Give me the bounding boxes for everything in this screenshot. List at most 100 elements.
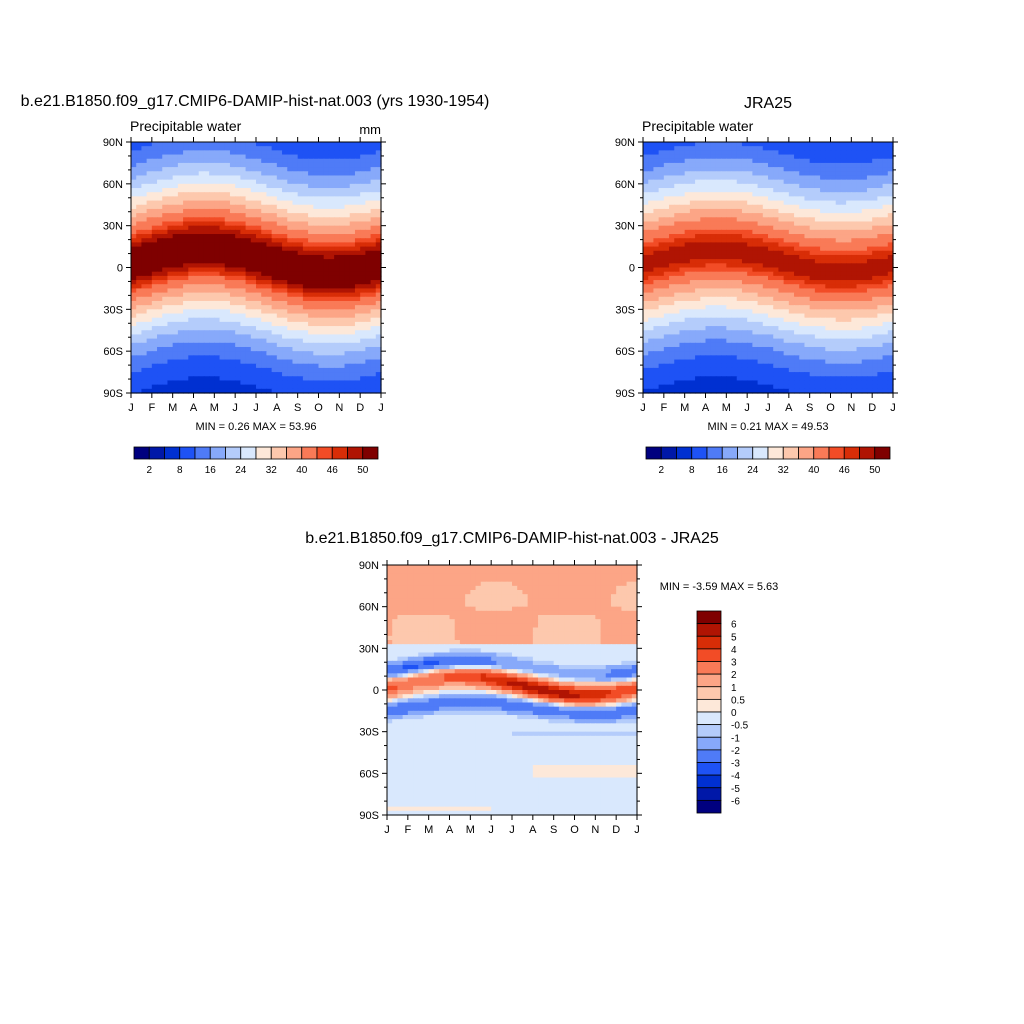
heatmap-cell: [768, 208, 774, 214]
heatmap-cell: [669, 179, 675, 185]
heatmap-cell: [266, 217, 273, 223]
heatmap-cell: [887, 296, 894, 302]
heatmap-cell: [214, 158, 221, 164]
heatmap-cell: [375, 351, 382, 356]
heatmap-cell: [224, 367, 231, 373]
heatmap-cell: [349, 271, 356, 277]
heatmap-cell: [794, 150, 800, 156]
heatmap-cell: [287, 296, 294, 302]
heatmap-cell: [276, 188, 283, 193]
heatmap-cell: [229, 192, 236, 197]
heatmap-cell: [292, 200, 299, 206]
heatmap-cell: [172, 213, 179, 218]
heatmap-cell: [287, 359, 294, 365]
heatmap-cell: [229, 242, 236, 248]
heatmap-cell: [308, 167, 314, 172]
heatmap-cell: [167, 196, 174, 202]
heatmap-cell: [877, 259, 884, 264]
heatmap-cell: [198, 254, 205, 260]
heatmap-cell: [313, 380, 320, 386]
heatmap-cell: [809, 179, 816, 185]
heatmap-cell: [256, 338, 262, 344]
heatmap-cell: [297, 154, 304, 160]
heatmap-cell: [261, 146, 268, 151]
heatmap-cell: [302, 225, 309, 231]
heatmap-cell: [328, 200, 335, 206]
heatmap-cell: [375, 192, 382, 197]
heatmap-cell: [695, 234, 701, 239]
heatmap-cell: [177, 271, 184, 277]
heatmap-cell: [726, 158, 733, 164]
heatmap-cell: [146, 250, 153, 256]
heatmap-cell: [328, 167, 335, 172]
heatmap-cell: [643, 300, 649, 306]
heatmap-cell: [177, 280, 184, 285]
heatmap-cell: [726, 259, 733, 264]
heatmap-cell: [203, 200, 210, 206]
heatmap-cell: [313, 158, 320, 164]
heatmap-cell: [757, 267, 764, 273]
heatmap-cell: [365, 309, 372, 315]
heatmap-cell: [318, 292, 325, 298]
heatmap-cell: [261, 162, 268, 168]
heatmap-cell: [799, 204, 806, 210]
heatmap-cell: [710, 300, 717, 306]
heatmap-cell: [183, 179, 189, 185]
heatmap-cell: [778, 196, 785, 202]
heatmap-cell: [282, 296, 288, 302]
heatmap-cell: [375, 225, 382, 231]
heatmap-cell: [240, 300, 247, 306]
heatmap-cell: [214, 267, 221, 273]
heatmap-cell: [778, 229, 785, 235]
heatmap-cell: [825, 267, 832, 273]
heatmap-cell: [313, 221, 320, 227]
heatmap-cell: [193, 321, 200, 327]
heatmap-cell: [214, 246, 221, 252]
heatmap-cell: [835, 300, 842, 306]
heatmap-cell: [266, 372, 273, 377]
heatmap-cell: [250, 388, 257, 394]
heatmap-cell: [318, 154, 325, 160]
heatmap-cell: [757, 175, 764, 181]
heatmap-cell: [375, 238, 382, 243]
heatmap-cell: [354, 300, 361, 306]
heatmap-cell: [820, 225, 826, 231]
heatmap-cell: [877, 171, 884, 177]
heatmap-cell: [203, 288, 210, 294]
heatmap-cell: [162, 221, 169, 227]
heatmap-cell: [219, 346, 226, 352]
heatmap-cell: [162, 313, 169, 319]
heatmap-cell: [731, 271, 738, 277]
heatmap-cell: [689, 171, 696, 177]
heatmap-cell: [287, 204, 294, 210]
heatmap-cell: [830, 280, 837, 285]
heatmap-cell: [224, 192, 231, 197]
heatmap-cell: [334, 363, 340, 369]
heatmap-cell: [167, 221, 174, 227]
heatmap-cell: [302, 213, 309, 218]
heatmap-cell: [674, 150, 681, 156]
heatmap-cell: [856, 225, 863, 231]
heatmap-cell: [214, 376, 221, 382]
heatmap-cell: [695, 158, 701, 164]
heatmap-cell: [710, 296, 717, 302]
heatmap-cell: [354, 372, 361, 377]
colorbar-swatch: [270, 446, 287, 460]
heatmap-cell: [741, 313, 748, 319]
heatmap-cell: [731, 196, 738, 202]
heatmap-cell: [344, 317, 351, 323]
heatmap-cell: [825, 204, 832, 210]
heatmap-cell: [276, 330, 283, 336]
heatmap-cell: [308, 217, 314, 223]
heatmap-cell: [308, 213, 314, 218]
heatmap-cell: [318, 275, 325, 281]
heatmap-cell: [866, 150, 873, 156]
heatmap-cell: [679, 162, 686, 168]
heatmap-cell: [229, 183, 236, 189]
heatmap-cell: [354, 167, 361, 172]
heatmap-cell: [313, 225, 320, 231]
heatmap-cell: [136, 363, 143, 369]
heatmap-cell: [752, 305, 759, 310]
heatmap-cell: [721, 309, 727, 315]
heatmap-cell: [715, 158, 722, 164]
